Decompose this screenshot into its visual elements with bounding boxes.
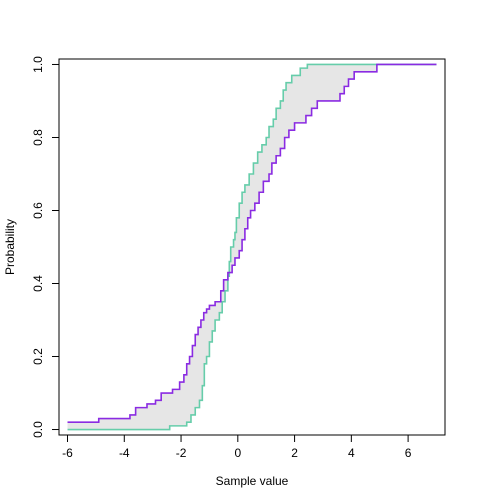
y-tick-label: 1.0 <box>31 56 45 73</box>
y-tick-label: 0.4 <box>31 275 45 292</box>
y-axis-label: Probability <box>3 219 17 275</box>
y-tick-label: 0.2 <box>31 348 45 365</box>
y-axis: 0.0 0.2 0.4 0.6 0.8 1.0 <box>31 56 60 438</box>
x-axis: -6 -4 -2 0 2 4 6 <box>62 434 412 460</box>
x-tick-label: -2 <box>176 446 187 460</box>
x-tick-label: 6 <box>405 446 412 460</box>
x-tick-label: 4 <box>348 446 355 460</box>
x-tick-label: -6 <box>62 446 73 460</box>
series-layer <box>67 63 437 431</box>
y-tick-label: 0.6 <box>31 202 45 219</box>
x-tick-label: -4 <box>119 446 130 460</box>
y-tick-label: 0.8 <box>31 129 45 146</box>
y-tick-label: 0.0 <box>31 421 45 438</box>
series-line-2 <box>67 63 437 424</box>
x-axis-label: Sample value <box>216 474 289 488</box>
series-line-1 <box>67 63 437 431</box>
x-tick-label: 0 <box>234 446 241 460</box>
x-tick-label: 2 <box>291 446 298 460</box>
